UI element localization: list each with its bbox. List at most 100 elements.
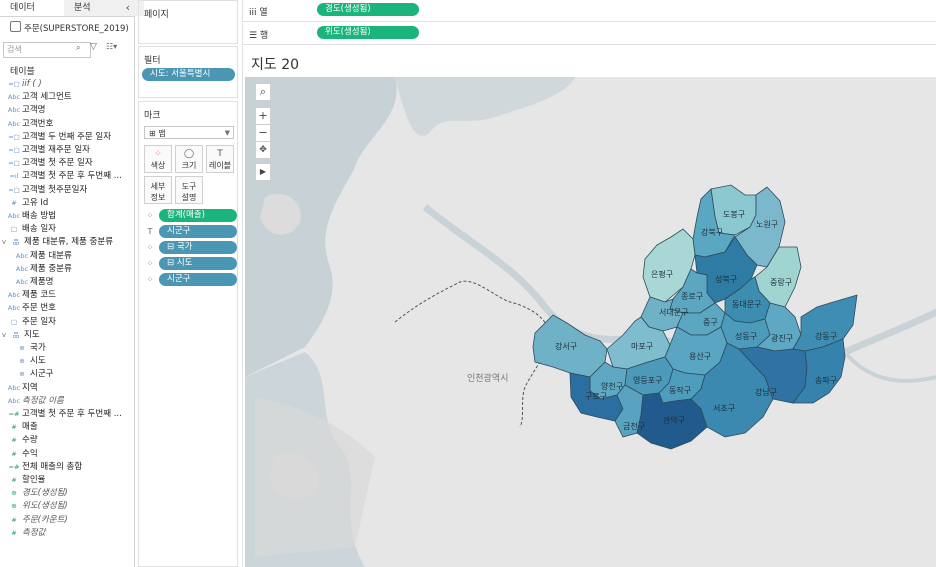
- field-item[interactable]: Abc 지역: [0, 382, 139, 395]
- field-item[interactable]: =□ 고객별 재주문 일자: [0, 144, 139, 157]
- datasource[interactable]: 주문(SUPERSTORE_2019): [10, 21, 129, 34]
- field-item[interactable]: =# 고객별 첫 주문 후 두번째 ...: [0, 408, 139, 421]
- zoom-out-button[interactable]: −: [255, 124, 271, 142]
- field-item[interactable]: # 고유 Id: [0, 197, 139, 210]
- field-item[interactable]: □ 주문 일자: [0, 316, 139, 329]
- field-item[interactable]: v 品 지도: [0, 329, 133, 342]
- field-label: 국가: [30, 343, 46, 353]
- expand-toggle-icon[interactable]: v: [1, 238, 7, 247]
- field-label: 제품명: [30, 277, 54, 287]
- field-item[interactable]: v 品 제품 대분류, 제품 중분류: [0, 236, 133, 249]
- field-item[interactable]: Abc 제품명: [0, 276, 147, 289]
- field-item[interactable]: ⊕ 시도: [0, 355, 147, 368]
- field-type-icon: =#: [8, 462, 20, 471]
- field-item[interactable]: ⊕ 국가: [0, 342, 147, 355]
- district-label: 강북구: [701, 227, 723, 237]
- field-label: 고객번호: [22, 118, 54, 129]
- marks-pill[interactable]: ⊟ 국가: [159, 241, 237, 254]
- field-label: 지도: [24, 329, 40, 340]
- district-label: 송파구: [815, 376, 837, 385]
- size-card[interactable]: ◯ 크기: [175, 145, 203, 173]
- field-item[interactable]: □ 배송 일자: [0, 223, 139, 236]
- field-label: 고객별 재주문 일자: [22, 145, 90, 155]
- field-item[interactable]: Abc 제품 대분류: [0, 250, 147, 263]
- marks-pill[interactable]: ⊟ 시도: [159, 257, 237, 270]
- district-label: 성동구: [735, 332, 757, 341]
- field-item[interactable]: Abc 배송 방법: [0, 210, 139, 223]
- field-item[interactable]: # 매출: [0, 421, 139, 434]
- field-item[interactable]: # 수익: [0, 448, 139, 461]
- field-label: 고객별 첫 주문 후 두번째 ...: [22, 409, 122, 419]
- columns-pill-longitude[interactable]: 경도(생성됨): [317, 3, 419, 16]
- field-type-icon: =□: [8, 146, 20, 154]
- field-item[interactable]: # 할인율: [0, 474, 139, 487]
- label-card[interactable]: T 레이블: [206, 145, 234, 173]
- rows-pill-latitude[interactable]: 위도(생성됨): [317, 26, 419, 39]
- mark-type-dropdown[interactable]: ⊞ 맵 ▼: [144, 126, 234, 139]
- field-item[interactable]: # 주문(카운트): [0, 514, 139, 527]
- district-songpa[interactable]: [792, 338, 846, 404]
- pages-shelf[interactable]: 페이지: [138, 0, 238, 44]
- marks-title: 마크: [144, 111, 161, 121]
- field-type-icon: =#: [8, 410, 20, 418]
- district-nowon[interactable]: [734, 186, 786, 268]
- field-item[interactable]: Abc 측정값 이름: [0, 395, 139, 408]
- marks-card: 마크 ⊞ 맵 ▼ ⁘ 색상 ◯ 크기 T 레이블 세부 정보 도구 설명 ⁘ 합계…: [138, 101, 238, 567]
- field-item[interactable]: Abc 제품 코드: [0, 289, 139, 302]
- color-card[interactable]: ⁘ 색상: [144, 145, 172, 173]
- marks-shelf-row: ⁘ 합계(매출): [144, 209, 237, 223]
- basemap-sea: [395, 77, 575, 136]
- district-label: 강남구: [755, 387, 777, 397]
- field-item[interactable]: Abc 고객명: [0, 104, 139, 117]
- field-item[interactable]: =□ 고객별 첫주문일자: [0, 184, 139, 197]
- map-search-icon[interactable]: ⌕: [255, 83, 271, 101]
- field-search-input[interactable]: 검색: [3, 42, 91, 58]
- district-label: 서대문구: [659, 308, 688, 317]
- district-label: 성북구: [715, 275, 737, 284]
- field-item[interactable]: Abc 고객 세그먼트: [0, 91, 139, 104]
- field-item[interactable]: =ıl 고객별 첫 주문 후 두번째 ...: [0, 170, 139, 183]
- marks-pill[interactable]: 시군구: [159, 273, 237, 286]
- marks-pill[interactable]: 합계(매출): [159, 209, 237, 222]
- district-label: 중구: [703, 318, 718, 327]
- field-label: 지역: [22, 382, 38, 393]
- expand-toggle-icon[interactable]: v: [1, 330, 7, 339]
- field-item[interactable]: ⊕ 경도(생성됨): [0, 487, 139, 500]
- chevron-down-icon: ▼: [224, 129, 230, 137]
- tables-section-title: 테이블: [10, 67, 35, 77]
- field-type-icon: Abc: [7, 291, 21, 300]
- seoul-district-map[interactable]: 인천광역시: [245, 77, 936, 567]
- district-label: 관악구: [663, 415, 685, 425]
- field-item[interactable]: Abc 고객번호: [0, 118, 139, 131]
- search-icon[interactable]: ⌕: [76, 43, 81, 52]
- field-item[interactable]: # 수량: [0, 434, 139, 447]
- field-item[interactable]: Abc 제품 중분류: [0, 263, 147, 276]
- tooltip-card[interactable]: 도구 설명: [175, 176, 203, 204]
- field-type-icon: #: [11, 436, 17, 445]
- marks-pill[interactable]: 시군구: [159, 225, 237, 238]
- rows-shelf[interactable]: ☰ 행 위도(생성됨): [242, 23, 936, 45]
- field-item[interactable]: ⊕ 시군구: [0, 368, 147, 381]
- pan-tool-icon[interactable]: ✥: [255, 141, 271, 159]
- field-type-icon: Abc: [15, 278, 29, 286]
- field-item[interactable]: # 측정값: [0, 527, 139, 540]
- field-item[interactable]: =□ 고객별 첫 주문 일자: [0, 157, 139, 170]
- columns-shelf[interactable]: iii 열 경도(생성됨): [242, 0, 936, 22]
- zoom-in-button[interactable]: +: [255, 107, 271, 125]
- filters-shelf[interactable]: 필터 시도: 서울특별시: [138, 46, 238, 98]
- field-item[interactable]: =# 전체 매출의 총합: [0, 461, 139, 474]
- field-item[interactable]: =□ 고객별 두 번째 주문 일자: [0, 131, 139, 144]
- district-label: 마포구: [631, 342, 653, 351]
- map-area[interactable]: 인천광역시: [245, 77, 936, 567]
- filter-pill-sido[interactable]: 시도: 서울특별시: [142, 68, 235, 81]
- detail-card[interactable]: 세부 정보: [144, 176, 172, 204]
- view-options-icon[interactable]: ☷▾: [106, 42, 118, 51]
- field-item[interactable]: Abc 주문 번호: [0, 302, 139, 315]
- collapse-pane-icon[interactable]: ‹: [125, 1, 130, 14]
- filter-fields-icon[interactable]: ▽: [90, 42, 97, 52]
- field-item[interactable]: =□ iif ( ): [0, 78, 139, 91]
- field-item[interactable]: ⊕ 위도(생성됨): [0, 500, 139, 513]
- tab-analytics[interactable]: 분석: [64, 0, 144, 16]
- field-label: 측정값 이름: [22, 395, 64, 406]
- play-tool-icon[interactable]: ▶: [255, 163, 271, 181]
